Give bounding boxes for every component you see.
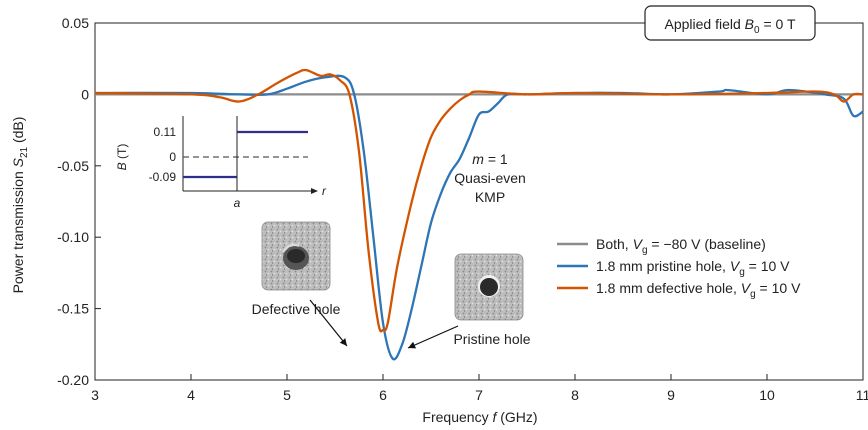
pristine-hole-image xyxy=(454,253,524,321)
mode-label-quasi: Quasi-even xyxy=(454,170,526,186)
y-axis-label: Power transmission S21 (dB) xyxy=(10,117,30,294)
y-tick-label: -0.15 xyxy=(57,301,89,317)
inset-xlabel-r: r xyxy=(322,184,327,198)
inset-ytick-neg0.09: -0.09 xyxy=(149,170,177,184)
x-tick-label: 9 xyxy=(667,387,675,403)
pristine-arrow xyxy=(407,325,459,349)
defective-arrow xyxy=(309,299,348,347)
legend-label-defective: 1.8 mm defective hole, Vg = 10 V xyxy=(596,280,801,300)
x-tick-label: 7 xyxy=(475,387,483,403)
defective-hole-label: Defective hole xyxy=(252,301,341,317)
applied-field-box xyxy=(644,5,816,41)
y-axis-ticks: 0.05 0 -0.05 -0.10 -0.15 -0.20 xyxy=(57,15,101,388)
series-lines xyxy=(94,68,864,361)
x-tick-label: 5 xyxy=(283,387,291,403)
defective-hole-image xyxy=(261,221,331,291)
x-tick-label: 10 xyxy=(759,387,775,403)
inset-xtick-a: a xyxy=(234,196,241,210)
inset-x-arrow xyxy=(311,188,318,194)
applied-field-label: Applied field B0 = 0 T xyxy=(664,16,795,36)
legend: Both, Vg = −80 V (baseline) 1.8 mm prist… xyxy=(557,236,801,300)
x-tick-label: 3 xyxy=(91,387,99,403)
x-tick-label: 6 xyxy=(379,387,387,403)
legend-label-pristine: 1.8 mm pristine hole, Vg = 10 V xyxy=(596,258,790,278)
mode-label-m: m = 1 xyxy=(472,151,508,167)
y-tick-label: -0.10 xyxy=(57,229,89,245)
mode-label-kmp: KMP xyxy=(475,189,505,205)
inset-ytick-0.11: 0.11 xyxy=(154,125,177,139)
x-axis-label: Frequency f (GHz) xyxy=(422,409,537,425)
inset-ylabel: B (T) xyxy=(115,144,129,171)
y-tick-label: 0 xyxy=(81,86,89,102)
series-line-defective xyxy=(94,68,864,333)
x-tick-label: 11 xyxy=(856,387,868,403)
y-tick-label: -0.20 xyxy=(57,372,89,388)
y-tick-label: 0.05 xyxy=(62,15,89,31)
legend-label-baseline: Both, Vg = −80 V (baseline) xyxy=(596,236,766,256)
x-tick-label: 4 xyxy=(187,387,195,403)
x-axis-ticks: 3 4 5 6 7 8 9 10 11 xyxy=(91,374,868,403)
x-tick-label: 8 xyxy=(571,387,579,403)
inset-ytick-0: 0 xyxy=(169,150,176,164)
y-tick-label: -0.05 xyxy=(57,158,89,174)
pristine-hole-label: Pristine hole xyxy=(453,331,530,347)
inset-plot: 0.11 0 -0.09 B (T) a r xyxy=(115,116,327,210)
